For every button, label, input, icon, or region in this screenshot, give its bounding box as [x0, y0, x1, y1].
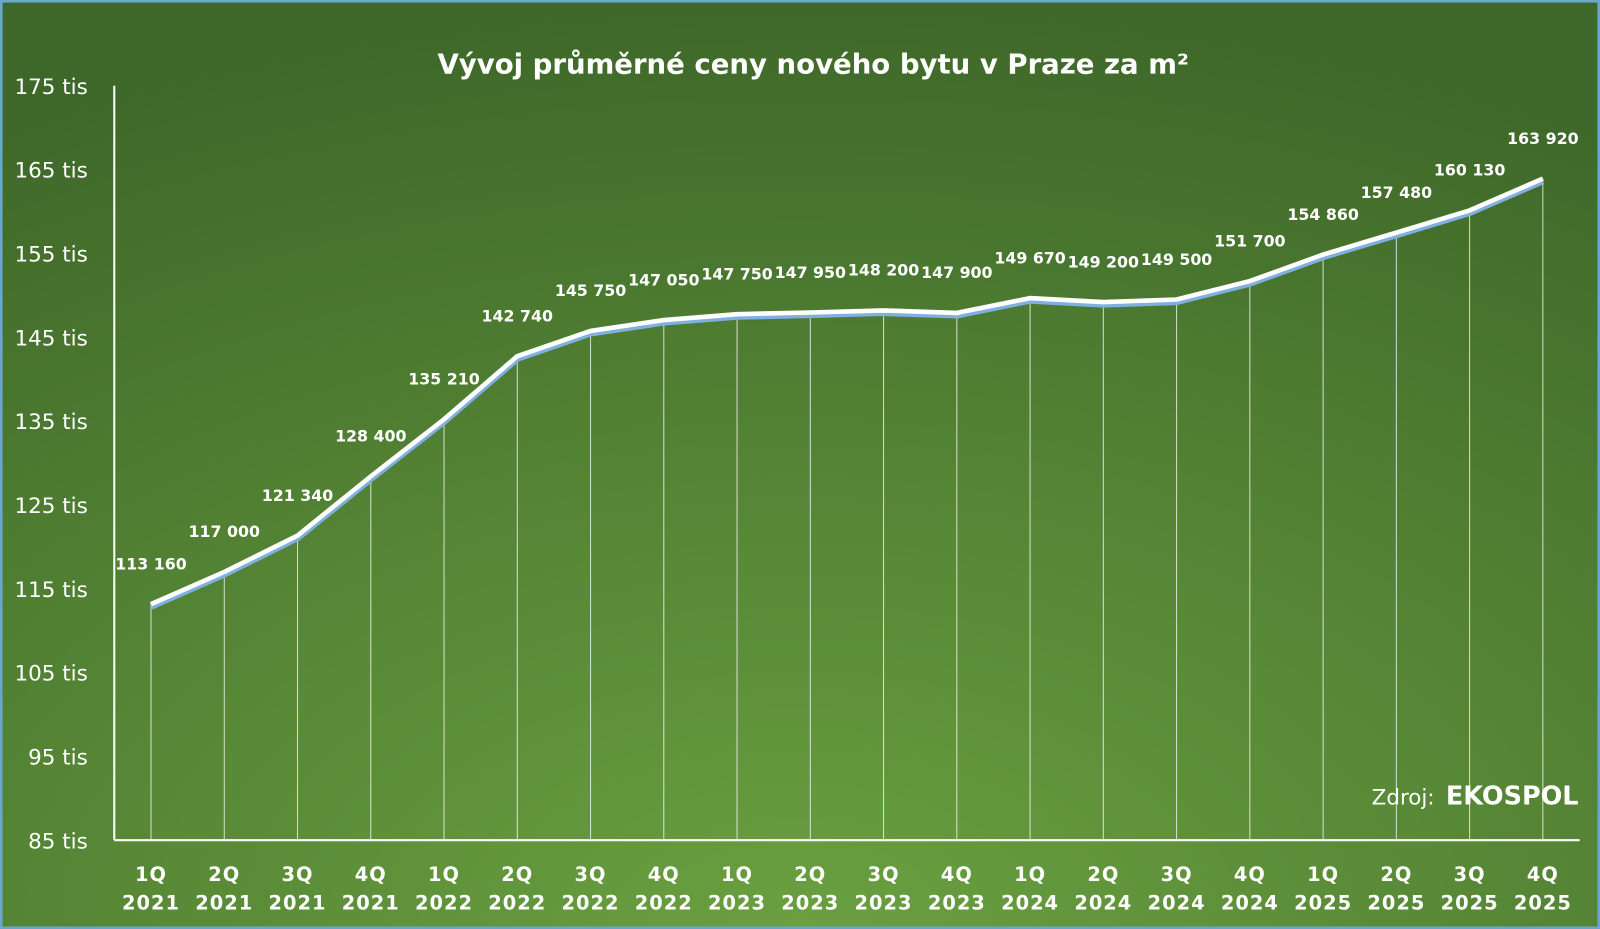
x-tick-year: 2022 — [635, 892, 693, 915]
drop-lines — [150, 178, 1544, 841]
x-tick-year: 2022 — [415, 892, 473, 915]
x-tick-quarter: 4Q — [1527, 863, 1559, 886]
data-label: 163 920 — [1507, 129, 1578, 148]
x-tick-quarter: 3Q — [1454, 863, 1486, 886]
x-tick-year: 2025 — [1367, 892, 1425, 915]
x-tick-year: 2024 — [1221, 892, 1279, 915]
x-tick-quarter: 4Q — [941, 863, 973, 886]
y-axis: 85 tis 95 tis 105 tis 115 tis 125 tis 135 tis… — [15, 75, 116, 854]
chart-title: Vývoj průměrné ceny nového bytu v Praze … — [438, 47, 1190, 80]
data-label: 147 950 — [775, 263, 846, 282]
data-label: 149 200 — [1068, 252, 1139, 271]
y-tick-label: 175 tis — [15, 75, 88, 100]
x-tick-quarter: 3Q — [868, 863, 900, 886]
source-name: EKOSPOL — [1446, 781, 1579, 811]
source-note: Zdroj: EKOSPOL — [1372, 781, 1579, 811]
x-tick-quarter: 2Q — [501, 863, 533, 886]
data-label: 142 740 — [482, 306, 553, 325]
data-label: 128 400 — [335, 427, 406, 446]
x-tick-quarter: 1Q — [428, 863, 460, 886]
x-tick-quarter: 1Q — [1014, 863, 1046, 886]
series-line — [149, 176, 1545, 610]
data-label: 147 050 — [628, 270, 699, 289]
y-tick-label: 125 tis — [15, 494, 88, 519]
y-tick-label: 85 tis — [28, 829, 88, 854]
x-tick-quarter: 2Q — [794, 863, 826, 886]
data-label: 113 160 — [115, 554, 186, 573]
x-tick-quarter: 1Q — [135, 863, 167, 886]
x-tick-quarter: 1Q — [721, 863, 753, 886]
x-tick-quarter: 4Q — [1234, 863, 1266, 886]
data-label: 149 670 — [994, 248, 1065, 267]
y-tick-label: 105 tis — [15, 662, 88, 687]
data-label: 117 000 — [189, 522, 260, 541]
x-tick-year: 2024 — [1074, 892, 1132, 915]
y-tick-label: 145 tis — [15, 326, 88, 351]
x-axis: 1Q 2021 2Q 2021 3Q 2021 4Q 2021 1Q 2022 2Q 2022 3Q 20… — [114, 839, 1580, 915]
data-label: 157 480 — [1361, 183, 1432, 202]
x-tick-year: 2024 — [1148, 892, 1206, 915]
y-tick-label: 155 tis — [15, 243, 88, 268]
x-tick-year: 2021 — [122, 892, 180, 915]
x-tick-year: 2022 — [488, 892, 546, 915]
x-tick-year: 2021 — [342, 892, 400, 915]
y-tick-label: 165 tis — [15, 159, 88, 184]
x-tick-quarter: 4Q — [355, 863, 387, 886]
x-tick-quarter: 2Q — [1380, 863, 1412, 886]
data-label: 160 130 — [1434, 161, 1505, 180]
data-label: 151 700 — [1214, 231, 1285, 250]
x-tick-year: 2021 — [195, 892, 253, 915]
data-label: 148 200 — [848, 261, 919, 280]
series-line — [150, 176, 1544, 607]
x-tick-year: 2021 — [269, 892, 327, 915]
x-tick-year: 2024 — [1001, 892, 1059, 915]
x-tick-quarter: 1Q — [1307, 863, 1339, 886]
x-tick-quarter: 4Q — [648, 863, 680, 886]
x-tick-year: 2025 — [1441, 892, 1499, 915]
y-tick-label: 135 tis — [15, 410, 88, 435]
x-tick-year: 2025 — [1514, 892, 1572, 915]
y-tick-label: 95 tis — [28, 746, 88, 771]
y-tick-label: 115 tis — [15, 578, 88, 603]
x-tick-year: 2023 — [781, 892, 839, 915]
x-tick-quarter: 2Q — [1087, 863, 1119, 886]
x-tick-quarter: 3Q — [575, 863, 607, 886]
data-label: 154 860 — [1287, 205, 1358, 224]
data-label: 147 750 — [701, 264, 772, 283]
x-tick-year: 2023 — [928, 892, 986, 915]
x-tick-year: 2023 — [855, 892, 913, 915]
x-tick-quarter: 3Q — [1161, 863, 1193, 886]
data-label: 135 210 — [408, 370, 479, 389]
x-tick-quarter: 2Q — [208, 863, 240, 886]
x-tick-quarter: 3Q — [282, 863, 314, 886]
data-label: 149 500 — [1141, 250, 1212, 269]
source-label: Zdroj: — [1372, 785, 1435, 810]
data-label: 121 340 — [262, 486, 333, 505]
x-tick-year: 2023 — [708, 892, 766, 915]
x-tick-year: 2022 — [562, 892, 620, 915]
x-tick-year: 2025 — [1294, 892, 1352, 915]
data-label: 145 750 — [555, 281, 626, 300]
data-label: 147 900 — [921, 263, 992, 282]
